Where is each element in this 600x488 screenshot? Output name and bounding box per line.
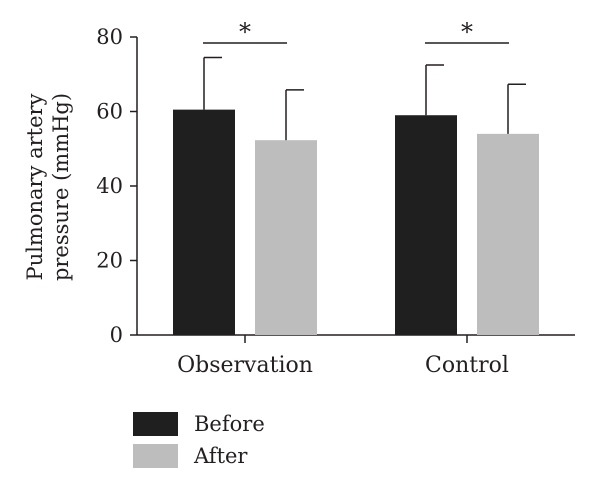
significance-markers: * *	[203, 18, 509, 46]
x-category-label: Observation	[177, 353, 313, 378]
legend-swatch-after	[133, 444, 178, 468]
legend: Before After	[133, 412, 265, 468]
x-category-label: Control	[425, 353, 509, 378]
axis-labels: 0 20 40 60 80 Observation Control	[96, 25, 509, 378]
y-axis-title: Pulmonary artery pressure (mmHg)	[23, 93, 73, 281]
legend-label-before: Before	[194, 412, 265, 436]
bar-after	[255, 140, 317, 335]
bar-after	[477, 133, 539, 335]
significance-asterisk: *	[239, 18, 251, 46]
significance-asterisk: *	[461, 18, 473, 46]
y-axis-title-line: Pulmonary artery	[23, 93, 47, 280]
y-tick-label: 80	[96, 25, 123, 49]
y-axis-title-line: pressure (mmHg)	[49, 93, 73, 281]
legend-label-after: After	[193, 444, 248, 468]
y-tick-label: 0	[110, 323, 123, 347]
bars	[173, 56, 539, 335]
y-tick-label: 60	[96, 100, 123, 124]
bar-before	[395, 115, 457, 335]
bar-before	[173, 109, 235, 335]
legend-swatch-before	[133, 412, 178, 436]
y-tick-label: 40	[96, 174, 123, 198]
y-tick-label: 20	[96, 249, 123, 273]
